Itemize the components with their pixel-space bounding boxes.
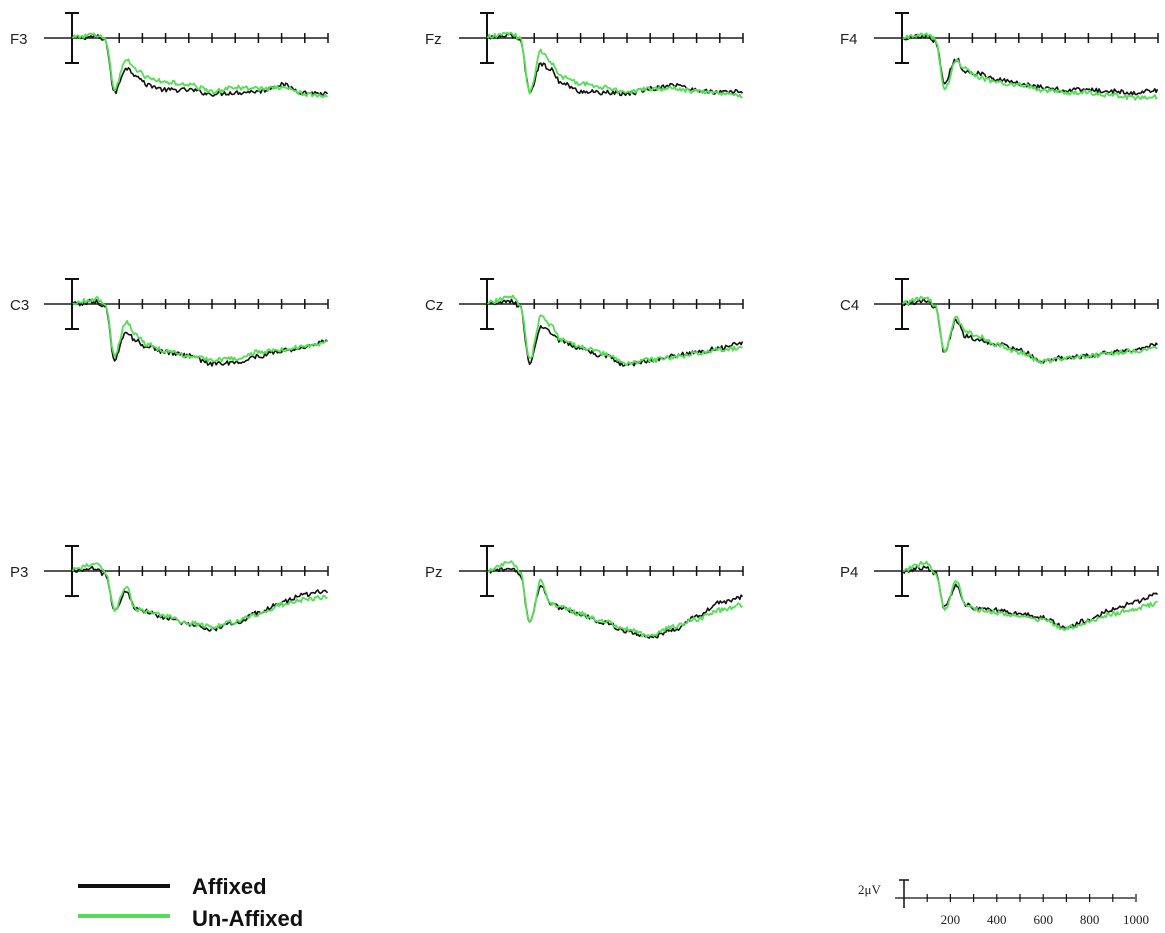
series-unaffixed-p4	[902, 560, 1158, 632]
series-unaffixed-pz	[487, 560, 743, 638]
series-unaffixed-c3	[72, 296, 328, 363]
panel-p4: P4	[840, 545, 1159, 632]
series-unaffixed-f4	[902, 32, 1158, 101]
panel-fz: Fz	[425, 12, 744, 99]
series-affixed-f3	[72, 34, 329, 97]
series-affixed-cz	[487, 298, 744, 367]
scale-bar: 2μV 200 400 600 800 1000	[858, 879, 1149, 927]
panel-c4: C4	[840, 278, 1159, 365]
legend-label-affixed: Affixed	[192, 874, 267, 899]
panel-c3: C3	[10, 278, 329, 367]
channel-label: Fz	[425, 31, 442, 48]
series-unaffixed-c4	[902, 295, 1158, 365]
channel-label: Pz	[425, 564, 443, 581]
erp-panels: F3 Fz F4 C3 Cz C4 P3 Pz P4	[10, 12, 1159, 639]
channel-label: P4	[840, 564, 858, 581]
channel-label: F4	[840, 31, 858, 48]
series-affixed-c3	[72, 298, 329, 367]
channel-label: Cz	[425, 297, 443, 314]
series-affixed-p4	[902, 565, 1159, 630]
scale-amplitude-label: 2μV	[858, 882, 881, 897]
series-unaffixed-cz	[487, 294, 743, 366]
channel-label: F3	[10, 31, 28, 48]
scale-tick-label: 600	[1033, 912, 1053, 927]
panel-cz: Cz	[425, 278, 744, 367]
panel-f4: F4	[840, 12, 1159, 101]
scale-tick-label: 200	[941, 912, 961, 927]
series-affixed-f4	[902, 33, 1159, 96]
legend: Affixed Un-Affixed	[78, 874, 303, 931]
series-unaffixed-p3	[71, 562, 328, 630]
series-unaffixed-fz	[486, 31, 743, 99]
scale-tick-label: 1000	[1123, 912, 1149, 927]
panel-p3: P3	[10, 545, 329, 632]
scale-tick-label: 800	[1080, 912, 1100, 927]
legend-label-unaffixed: Un-Affixed	[192, 906, 303, 931]
series-affixed-fz	[487, 32, 744, 97]
channel-label: P3	[10, 564, 28, 581]
channel-label: C4	[840, 297, 859, 314]
series-unaffixed-f3	[71, 32, 328, 98]
channel-label: C3	[10, 297, 29, 314]
scale-tick-label: 400	[987, 912, 1007, 927]
panel-pz: Pz	[425, 545, 744, 639]
panel-f3: F3	[10, 12, 329, 98]
